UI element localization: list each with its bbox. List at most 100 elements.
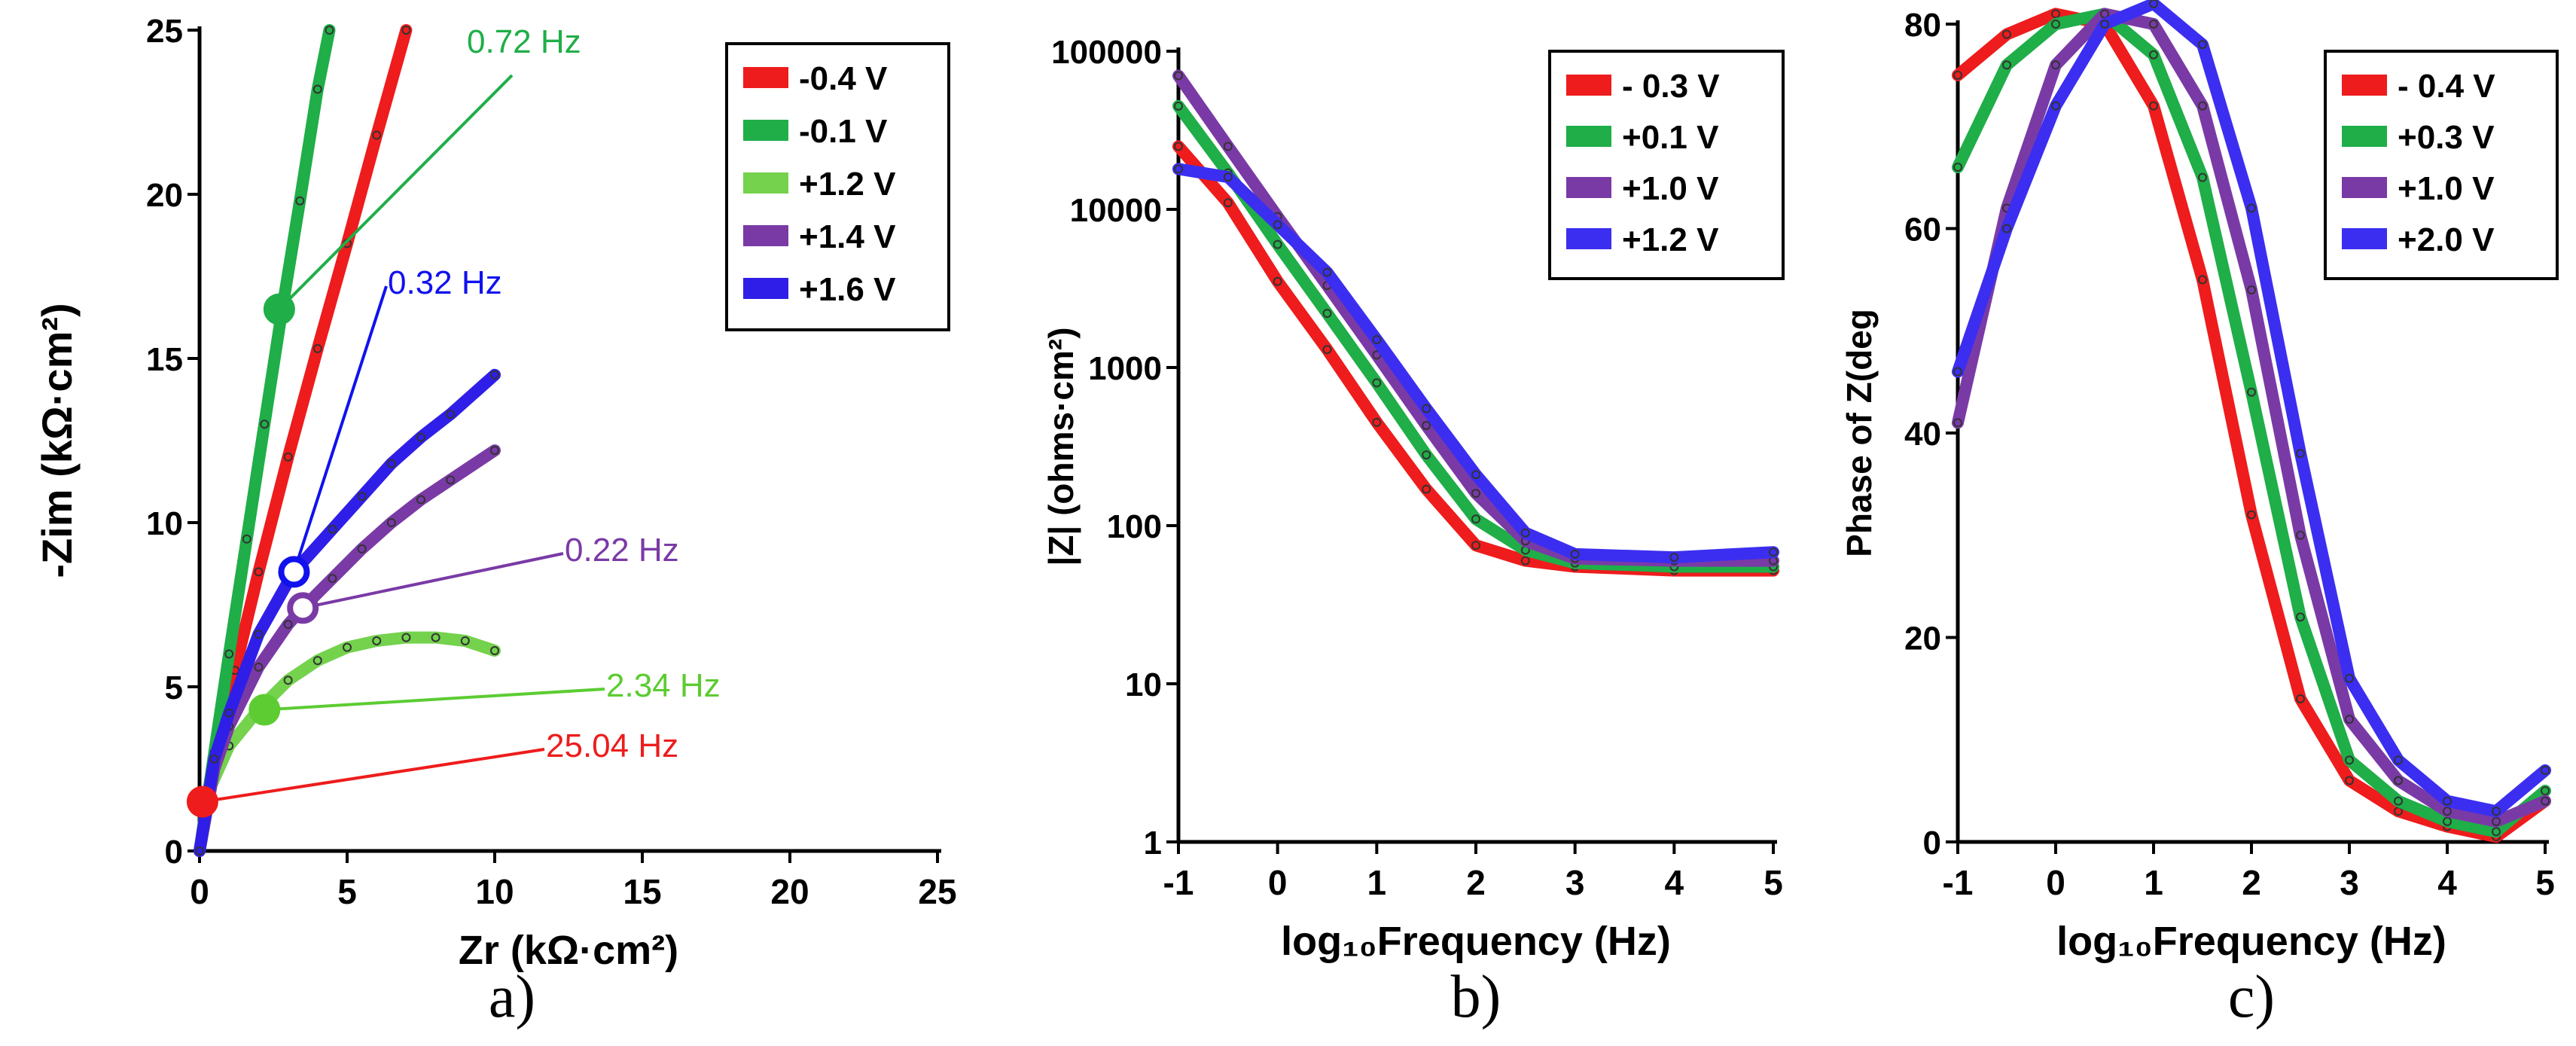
data-point [431, 633, 441, 642]
data-point [446, 410, 456, 419]
data-point [386, 518, 396, 527]
data-point [254, 662, 264, 672]
x-tick-label: 1 [2144, 863, 2163, 902]
x-tick-label: 3 [2340, 863, 2359, 902]
legend-entry: +1.4 V [799, 218, 896, 255]
data-point [1174, 71, 1183, 81]
x-tick-label: 5 [337, 872, 357, 911]
data-point [1422, 450, 1431, 460]
y-tick-label: 25 [146, 13, 183, 50]
data-point [1174, 142, 1183, 151]
series-line-2 [194, 24, 336, 857]
data-point [460, 636, 470, 645]
x-tick-label: 0 [1268, 863, 1288, 902]
x-tick-label: 10 [475, 872, 514, 911]
data-point [2296, 612, 2305, 622]
legend-swatch [2342, 126, 2387, 147]
data-point [283, 620, 293, 630]
data-point [2541, 786, 2550, 796]
data-point [2051, 60, 2060, 70]
x-axis-label: log₁₀Frequency (Hz) [2056, 919, 2446, 964]
data-point [1471, 489, 1480, 499]
data-point [1953, 418, 1962, 428]
legend-entry: +0.3 V [2398, 119, 2495, 156]
x-tick-label: 2 [1466, 863, 1486, 902]
y-tick-label: 80 [1904, 7, 1941, 44]
y-tick-label: 20 [1904, 621, 1941, 657]
data-point [416, 495, 425, 505]
annotation-label: 0.32 Hz [388, 264, 502, 301]
data-point [254, 630, 264, 639]
annotation-leader-line [202, 748, 545, 804]
data-point [416, 432, 425, 442]
data-point [295, 196, 305, 206]
annotation-label: 25.04 Hz [546, 727, 678, 764]
data-point [1174, 101, 1183, 111]
y-tick-label: 0 [1923, 825, 1941, 862]
data-point [312, 84, 322, 94]
series-line-3 [1952, 8, 2551, 828]
y-tick-label: 10 [1125, 666, 1162, 703]
data-point [1273, 239, 1282, 249]
annotation-marker [287, 592, 319, 624]
y-tick-label: 5 [165, 669, 183, 706]
x-tick-label: 5 [1764, 863, 1783, 902]
data-point [224, 649, 234, 659]
data-point [2345, 715, 2354, 724]
data-point [209, 754, 219, 764]
annotation-leader-line [278, 74, 514, 311]
y-axis-label: |Z| (ohms·cm²) [1041, 327, 1081, 566]
panel-label: c) [2228, 964, 2275, 1030]
x-tick-label: 1 [1367, 863, 1387, 902]
panel-label: b) [1451, 964, 1501, 1030]
data-point [401, 633, 411, 642]
series-line-5 [194, 368, 501, 857]
y-tick-label: 100 [1107, 508, 1162, 545]
data-point [1223, 198, 1233, 208]
y-tick-label: 100000 [1051, 34, 1162, 71]
x-tick-label: 4 [1665, 863, 1684, 902]
legend-entry: +1.2 V [1622, 221, 1719, 258]
legend-swatch [1566, 126, 1611, 147]
y-tick-label: 10 [146, 505, 183, 542]
data-point [1471, 470, 1480, 480]
data-point [1769, 547, 1778, 557]
data-point [328, 524, 337, 534]
data-point [490, 646, 499, 656]
data-point [242, 534, 252, 544]
legend-entry: +1.0 V [1622, 170, 1719, 207]
y-tick-label: 1 [1144, 825, 1162, 862]
y-tick-label: 40 [1904, 416, 1941, 453]
data-point [2394, 755, 2403, 765]
data-point [2051, 101, 2060, 111]
data-point [2198, 101, 2207, 111]
data-point [2247, 285, 2256, 294]
data-point [1422, 484, 1431, 494]
data-point [2247, 510, 2256, 520]
data-point [2247, 387, 2256, 397]
data-point [2296, 694, 2305, 703]
panel-label: a) [489, 964, 535, 1030]
annotation-marker [186, 785, 218, 818]
data-point [1273, 276, 1282, 286]
data-point [2247, 203, 2256, 213]
x-tick-label: 15 [623, 872, 661, 911]
data-point [1471, 514, 1480, 524]
data-point [283, 452, 293, 462]
x-tick-label: 20 [770, 872, 809, 911]
data-point [1322, 309, 1332, 319]
legend-entry: +1.0 V [2398, 170, 2495, 207]
data-point [2051, 9, 2060, 19]
legend-swatch [743, 225, 788, 246]
series-line-4 [1952, 0, 2551, 818]
data-point [2198, 275, 2207, 285]
data-point [254, 567, 264, 577]
data-point [1422, 420, 1431, 430]
data-point [401, 26, 411, 35]
annotation-label: 0.22 Hz [565, 532, 679, 569]
data-point [2149, 50, 2158, 59]
x-tick-label: -1 [1163, 863, 1194, 902]
data-point [1953, 70, 1962, 80]
